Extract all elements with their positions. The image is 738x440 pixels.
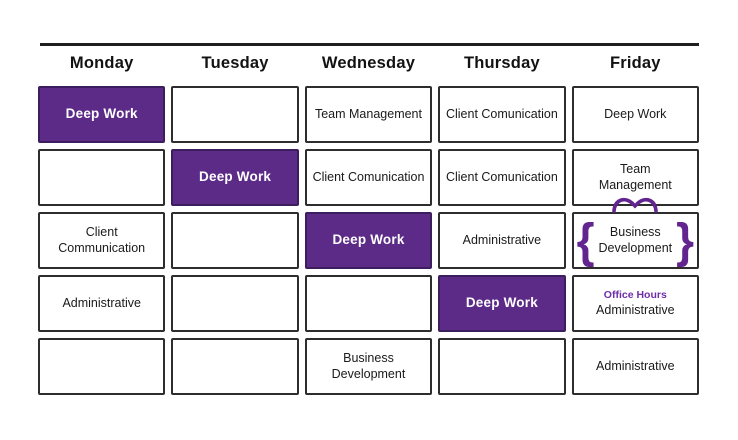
schedule-cell-wednesday-r3: Deep Work xyxy=(304,212,433,269)
schedule-cell-thursday-r3: Administrative xyxy=(438,212,566,269)
schedule-cell-tuesday-r4 xyxy=(171,275,299,332)
schedule-cell-friday-r2: Team Management xyxy=(571,149,699,213)
schedule-cell-friday-r3: { Business Development } xyxy=(571,212,699,269)
schedule-cell-thursday-r4: Deep Work xyxy=(438,275,566,332)
cell-label: Deep Work xyxy=(604,106,667,121)
schedule-cell-thursday-r1: Client Comunication xyxy=(438,86,566,143)
schedule-cell-tuesday-r5 xyxy=(171,338,299,395)
schedule-cell-tuesday-r2: Deep Work xyxy=(171,149,299,206)
schedule-cell-monday-r1: Deep Work xyxy=(38,86,166,143)
schedule-cell-wednesday-r5: Business Development xyxy=(304,338,433,395)
schedule-cell-tuesday-r3 xyxy=(171,212,299,269)
schedule-cell-friday-r1: Deep Work xyxy=(571,86,699,143)
cell-label: Deep Work xyxy=(465,295,538,311)
schedule-cell-friday-r4: Office Hours Administrative xyxy=(571,275,699,332)
day-header-wednesday: Wednesday xyxy=(321,54,416,72)
schedule-cell-friday-r5: Administrative xyxy=(571,338,699,395)
schedule-cell-monday-r2 xyxy=(38,149,166,206)
day-header-row: Monday Tuesday Wednesday Thursday Friday xyxy=(38,54,699,73)
cell-label: Business Development xyxy=(331,350,406,381)
cell-label: Administrative xyxy=(62,295,141,310)
hand-drawn-brace-top-icon xyxy=(612,197,659,213)
day-header-tuesday: Tuesday xyxy=(201,54,269,72)
office-hours-note: Office Hours xyxy=(603,288,667,301)
cell-label: Business Development xyxy=(598,224,673,255)
cell-label: Deep Work xyxy=(199,169,272,185)
schedule-cell-tuesday-r1 xyxy=(171,86,299,143)
schedule-cell-wednesday-r2: Client Comunication xyxy=(304,149,433,206)
schedule-cell-monday-r5 xyxy=(38,338,166,395)
cell-label: Administrative xyxy=(596,302,675,317)
cell-label: Team Management xyxy=(314,106,422,121)
cell-label: Deep Work xyxy=(332,232,405,248)
day-header-friday: Friday xyxy=(609,54,661,72)
cell-label: Client Communication xyxy=(58,224,146,255)
schedule-cell-thursday-r5 xyxy=(438,338,566,395)
cell-label: Team Management xyxy=(598,161,672,192)
cell-label: Client Comunication xyxy=(445,106,558,121)
cell-label: Deep Work xyxy=(65,106,138,122)
cell-label: Client Comunication xyxy=(445,169,558,184)
schedule-cell-monday-r3: Client Communication xyxy=(38,212,166,269)
header-divider-rule xyxy=(40,43,699,46)
right-brace-icon: } xyxy=(676,212,694,267)
left-brace-icon: { xyxy=(576,212,595,267)
schedule-cell-wednesday-r1: Team Management xyxy=(304,86,433,143)
schedule-cell-thursday-r2: Client Comunication xyxy=(438,149,566,206)
schedule-grid: Deep Work Team Management Client Comunic… xyxy=(38,86,699,395)
cell-label: Administrative xyxy=(596,358,675,373)
cell-label: Administrative xyxy=(462,232,542,247)
schedule-cell-monday-r4: Administrative xyxy=(38,275,166,332)
cell-label: Client Comunication xyxy=(312,169,425,184)
schedule-cell-wednesday-r4 xyxy=(304,275,433,332)
day-header-thursday: Thursday xyxy=(463,54,540,72)
day-header-monday: Monday xyxy=(69,54,134,72)
